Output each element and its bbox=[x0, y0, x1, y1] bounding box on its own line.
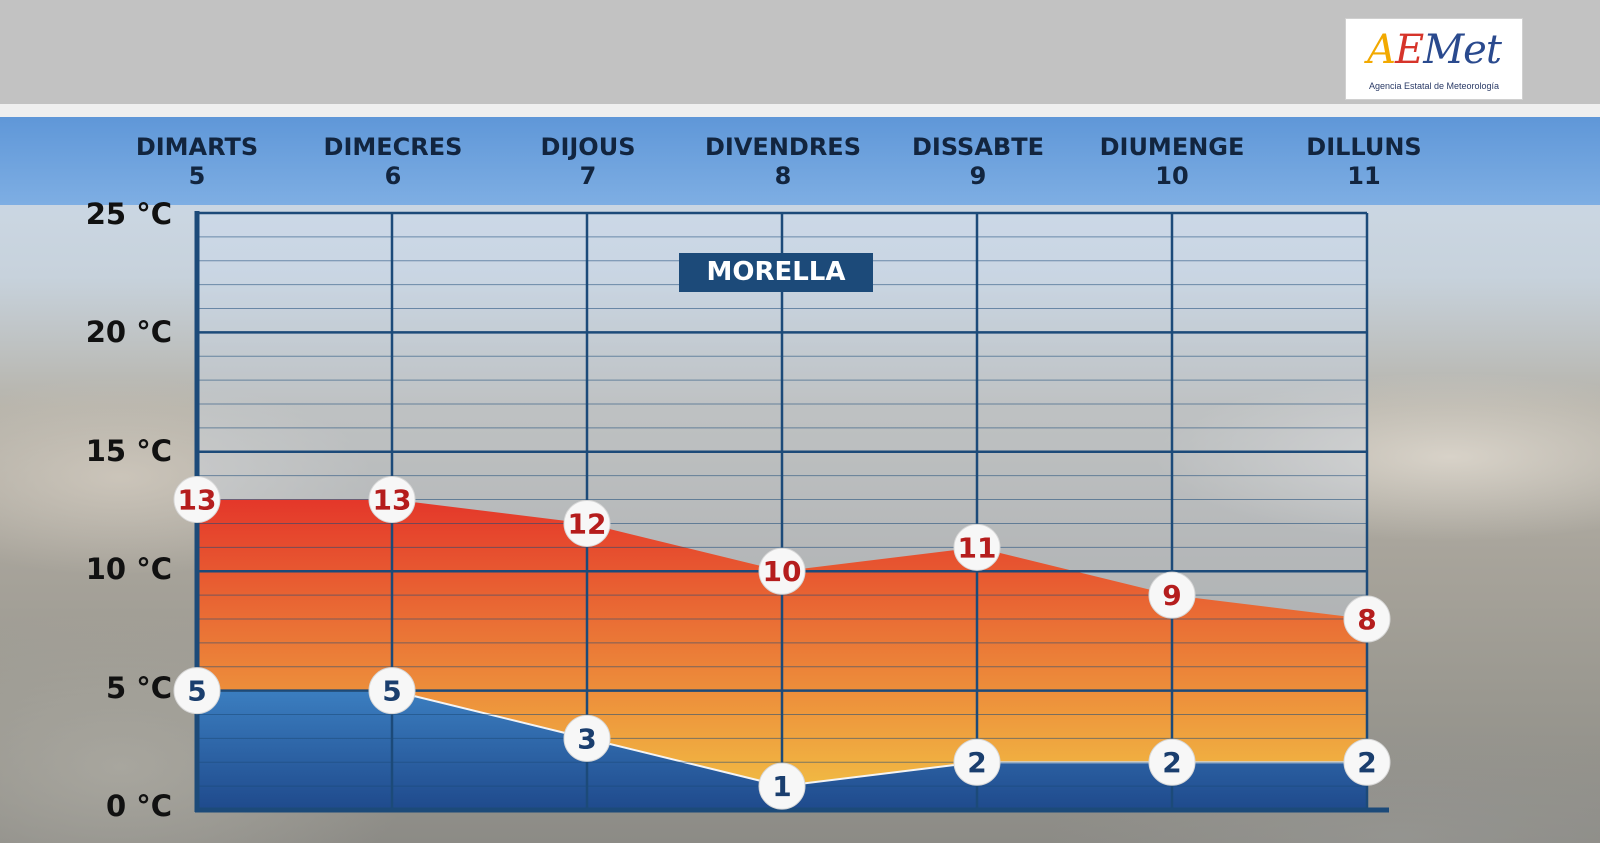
max-temperature-point-circle bbox=[758, 547, 806, 595]
day-name: DIUMENGE bbox=[1099, 133, 1245, 161]
max-temperature-point-label: 13 bbox=[373, 484, 412, 517]
min-temperature-point-label: 5 bbox=[187, 675, 206, 708]
min-temperature-point-circle bbox=[953, 738, 1001, 786]
min-temperature-point-circle bbox=[563, 714, 611, 762]
max-temperature-point-circle bbox=[368, 476, 416, 524]
min-temperature-point-label: 1 bbox=[772, 770, 791, 803]
min-temperature-point-label: 3 bbox=[577, 722, 596, 755]
day-label-dijous: DIJOUS 7 bbox=[488, 133, 688, 191]
logo-wordmark: AEMet bbox=[1367, 27, 1502, 73]
day-name: DIJOUS bbox=[540, 133, 636, 161]
day-name: DIMECRES bbox=[323, 133, 463, 161]
max-temperature-point-circle bbox=[173, 476, 221, 524]
y-tick-label: 5 °C bbox=[105, 671, 172, 705]
aemet-logo: AEMet Agencia Estatal de Meteorología bbox=[1345, 18, 1523, 100]
y-tick-label: 15 °C bbox=[85, 434, 172, 468]
max-temperature-point-circle bbox=[563, 499, 611, 547]
top-band bbox=[0, 0, 1600, 104]
day-name: DIVENDRES bbox=[705, 133, 861, 161]
day-date: 6 bbox=[384, 162, 402, 190]
max-temperature-point-label: 10 bbox=[763, 555, 802, 588]
y-tick-label: 0 °C bbox=[105, 789, 172, 823]
max-temperature-point-label: 11 bbox=[958, 531, 997, 564]
day-label-divendres: DIVENDRES 8 bbox=[683, 133, 883, 191]
max-temperature-point-label: 9 bbox=[1162, 579, 1181, 612]
day-label-dimecres: DIMECRES 6 bbox=[293, 133, 493, 191]
white-strip bbox=[0, 104, 1600, 117]
day-label-dilluns: DILLUNS 11 bbox=[1264, 133, 1464, 191]
days-header-band bbox=[0, 117, 1600, 205]
day-label-dimarts: DIMARTS 5 bbox=[97, 133, 297, 191]
day-label-diumenge: DIUMENGE 10 bbox=[1072, 133, 1272, 191]
day-name: DIMARTS bbox=[135, 133, 259, 161]
max-temperature-point-label: 8 bbox=[1357, 603, 1376, 636]
day-label-dissabte: DISSABTE 9 bbox=[878, 133, 1078, 191]
y-tick-label: 20 °C bbox=[85, 315, 172, 349]
logo-subtitle: Agencia Estatal de Meteorología bbox=[1368, 81, 1500, 91]
day-date: 11 bbox=[1347, 162, 1381, 190]
y-tick-label: 25 °C bbox=[85, 197, 172, 231]
min-temperature-point-circle bbox=[173, 667, 221, 715]
max-temperature-point-label: 12 bbox=[568, 507, 607, 540]
min-temperature-point-label: 2 bbox=[967, 746, 986, 779]
min-temperature-point-circle bbox=[758, 762, 806, 810]
station-name: MORELLA bbox=[679, 253, 873, 292]
day-date: 7 bbox=[579, 162, 597, 190]
min-temperature-point-label: 2 bbox=[1357, 746, 1376, 779]
max-temperature-point-circle bbox=[953, 523, 1001, 571]
min-temperature-point-label: 2 bbox=[1162, 746, 1181, 779]
day-name: DISSABTE bbox=[912, 133, 1044, 161]
min-temperature-point-circle bbox=[1148, 738, 1196, 786]
max-temperature-point-label: 13 bbox=[178, 484, 217, 517]
max-temperature-point-circle bbox=[1343, 595, 1391, 643]
day-name: DILLUNS bbox=[1306, 133, 1422, 161]
max-temperature-point-circle bbox=[1148, 571, 1196, 619]
min-temperature-point-circle bbox=[368, 667, 416, 715]
day-date: 9 bbox=[969, 162, 987, 190]
day-date: 8 bbox=[774, 162, 792, 190]
day-date: 10 bbox=[1155, 162, 1189, 190]
min-temperature-point-circle bbox=[1343, 738, 1391, 786]
min-temperature-point-label: 5 bbox=[382, 675, 401, 708]
min-temperature-area bbox=[197, 690, 1367, 810]
day-date: 5 bbox=[188, 162, 206, 190]
y-tick-label: 10 °C bbox=[85, 552, 172, 586]
